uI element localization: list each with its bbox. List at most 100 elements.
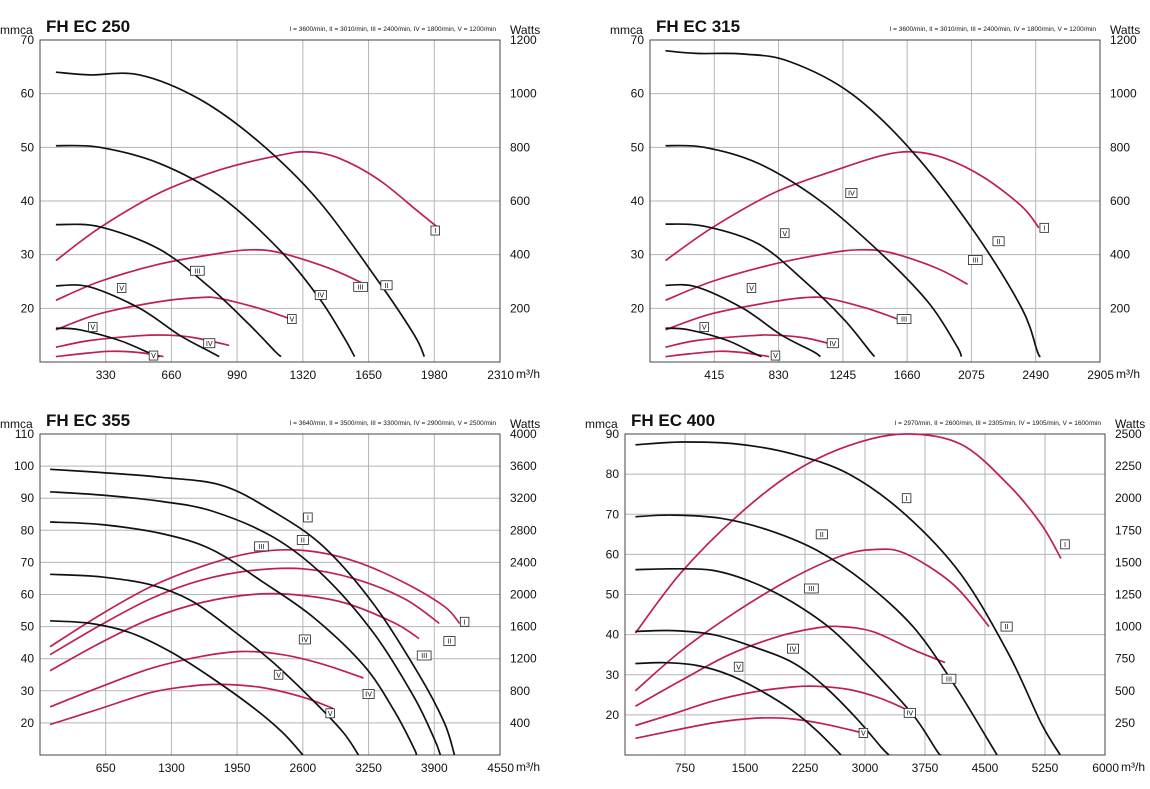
pressure-curve-i xyxy=(635,441,1061,755)
y-tick-label: 20 xyxy=(21,301,35,315)
svg-text:V: V xyxy=(290,316,295,324)
pressure-curve-v xyxy=(665,327,762,358)
pressure-curve-iv xyxy=(665,283,821,358)
x-axis-unit: m³/h xyxy=(1121,760,1145,774)
y-tick-label: 90 xyxy=(21,491,35,505)
x-tick-label: 830 xyxy=(769,368,789,382)
y2-tick-label: 1000 xyxy=(1110,87,1137,101)
chart-panel-fh-ec-315: FH EC 315 I = 3600/min, II = 3010/min, II… xyxy=(575,0,1150,394)
pressure-curve-ii xyxy=(635,514,998,755)
x-tick-label: 2075 xyxy=(958,368,985,382)
speed-label: III xyxy=(416,650,432,661)
rpm-legend-note: I = 2970/min, II = 2600/min, III = 2305/… xyxy=(894,420,1102,427)
pressure-curve-iii xyxy=(55,223,282,358)
y-tick-label: 30 xyxy=(631,248,645,262)
speed-label: IV xyxy=(845,188,858,198)
y2-tick-label: 2000 xyxy=(1115,491,1142,505)
speed-label: II xyxy=(296,535,309,545)
x-tick-label: 415 xyxy=(704,368,724,382)
svg-text:II: II xyxy=(996,238,1000,246)
x-tick-label: 3750 xyxy=(912,761,939,775)
y2-tick-label: 1000 xyxy=(1115,620,1142,634)
x-tick-label: 1660 xyxy=(894,368,921,382)
x-tick-label: 1500 xyxy=(732,761,759,775)
speed-label: III xyxy=(941,673,957,684)
x-tick-label: 1950 xyxy=(224,761,251,775)
pressure-curve-iv xyxy=(635,629,890,755)
svg-text:V: V xyxy=(749,285,754,293)
x-tick-label: 4550 xyxy=(487,761,514,775)
x-axis-unit: m³/h xyxy=(1116,367,1140,381)
x-axis-unit: m³/h xyxy=(516,760,540,774)
power-curve-i xyxy=(55,150,439,262)
y-tick-label: 20 xyxy=(606,708,620,722)
x-tick-label: 2490 xyxy=(1022,368,1049,382)
pressure-curve-ii xyxy=(55,144,356,358)
fan-performance-chart: 330 660 990 1320 1650 1980 2310 20 30 40 50 60 70 200… xyxy=(21,33,537,382)
speed-label: V xyxy=(325,708,335,719)
y2-tick-label: 200 xyxy=(510,301,530,315)
rpm-legend-note: I = 3640/min, II = 3500/min, III = 3300/… xyxy=(289,420,497,427)
svg-text:IV: IV xyxy=(906,709,913,717)
y-axis-unit: mmca xyxy=(0,417,33,431)
speed-label: II xyxy=(443,636,456,646)
speed-label: IV xyxy=(362,689,375,699)
pressure-curve-iii xyxy=(50,521,418,755)
svg-text:V: V xyxy=(151,352,156,360)
pressure-curve-iii xyxy=(635,567,942,755)
svg-text:III: III xyxy=(972,257,978,265)
chart-title: FH EC 315 xyxy=(656,17,741,36)
pressure-curve-i xyxy=(55,71,426,357)
x-tick-label: 1300 xyxy=(158,761,185,775)
chart-title: FH EC 400 xyxy=(631,411,716,430)
svg-text:III: III xyxy=(258,543,264,551)
power-curve-iii xyxy=(49,592,420,672)
y2-tick-label: 2250 xyxy=(1115,459,1142,473)
speed-label: IV xyxy=(298,634,311,645)
speed-label: V xyxy=(287,314,297,324)
x-tick-label: 1650 xyxy=(355,368,382,382)
y2-tick-label: 2800 xyxy=(510,523,537,537)
grid xyxy=(40,39,501,362)
svg-text:V: V xyxy=(276,671,281,679)
svg-text:V: V xyxy=(782,230,787,238)
x-tick-label: 1245 xyxy=(830,368,857,382)
chart-panel-fh-ec-400: FH EC 400 I = 2970/min, II = 2600/min, II… xyxy=(575,394,1150,789)
x-tick-label: 2905 xyxy=(1087,368,1114,382)
svg-text:II: II xyxy=(384,282,388,290)
svg-text:III: III xyxy=(901,316,907,324)
x-tick-label: 650 xyxy=(96,761,116,775)
svg-text:V: V xyxy=(861,730,866,738)
power-curve-i xyxy=(49,548,461,648)
x-tick-label: 2600 xyxy=(290,761,317,775)
y-axis-unit: mmca xyxy=(0,23,33,37)
pressure-curve-i xyxy=(665,49,1042,358)
svg-text:V: V xyxy=(328,710,333,718)
y-tick-label: 100 xyxy=(14,459,34,473)
grid xyxy=(40,433,501,755)
svg-text:I: I xyxy=(906,495,908,503)
y2-tick-label: 400 xyxy=(1110,248,1130,262)
x-tick-label: 660 xyxy=(161,368,181,382)
svg-text:III: III xyxy=(421,652,427,660)
pressure-curve-iii xyxy=(665,223,876,358)
plot-frame xyxy=(649,39,1101,363)
chart-title: FH EC 355 xyxy=(46,411,131,430)
pressure-curve-i xyxy=(50,468,456,755)
speed-label: III xyxy=(968,255,983,265)
y2-tick-label: 1200 xyxy=(510,33,537,47)
y-tick-label: 110 xyxy=(15,427,34,441)
svg-text:II: II xyxy=(301,537,305,545)
x-tick-label: 5250 xyxy=(1032,761,1059,775)
speed-label: V xyxy=(746,283,757,293)
svg-text:II: II xyxy=(447,638,451,646)
x-tick-label: 3000 xyxy=(852,761,879,775)
y-tick-label: 50 xyxy=(631,140,645,154)
y2-tick-label: 200 xyxy=(1110,301,1130,315)
power-curve-iv xyxy=(49,650,364,708)
power-curve-iii xyxy=(55,296,292,331)
svg-text:I: I xyxy=(434,227,436,235)
speed-label: IV xyxy=(314,290,327,300)
y-axis-unit: mmca xyxy=(585,417,618,431)
power-curve-iv xyxy=(635,685,914,727)
